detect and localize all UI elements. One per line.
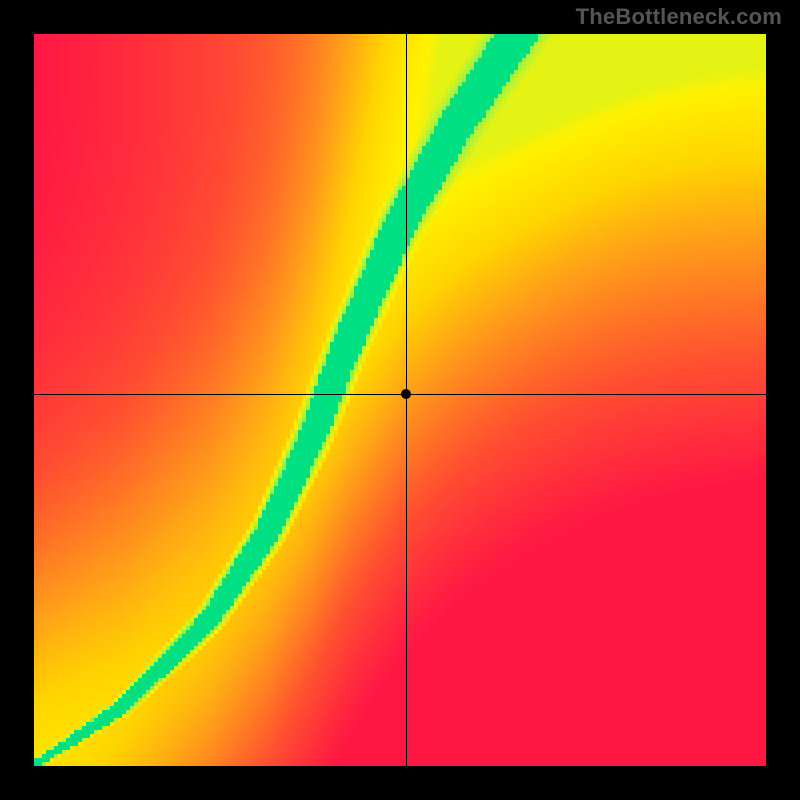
chart-container: TheBottleneck.com <box>0 0 800 800</box>
watermark-text: TheBottleneck.com <box>576 4 782 30</box>
heatmap-plot <box>34 34 766 766</box>
heatmap-canvas <box>34 34 766 766</box>
